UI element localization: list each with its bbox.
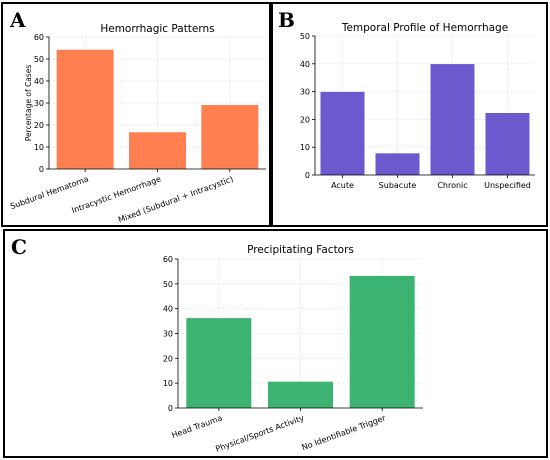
x-tick-label: Physical/Sports Activity <box>214 413 305 453</box>
x-tick-label: Chronic <box>437 181 467 190</box>
bar-subdural-hematoma <box>56 49 114 170</box>
bar-chronic <box>430 64 475 175</box>
y-tick-label: 30 <box>300 88 310 97</box>
bar-no-identifiable-trigger <box>349 275 415 408</box>
y-tick-label: 20 <box>163 354 173 363</box>
chart-title: Hemorrhagic Patterns <box>100 23 214 35</box>
x-tick-label: Subacute <box>379 181 417 190</box>
y-tick-label: 50 <box>163 280 173 289</box>
y-tick-label: 20 <box>300 115 310 124</box>
y-tick-label: 0 <box>39 165 44 174</box>
x-tick-label: Acute <box>331 181 354 190</box>
y-tick-label: 40 <box>163 305 173 314</box>
chart-title: Temporal Profile of Hemorrhage <box>341 22 508 34</box>
chart-precipitating-factors: 0 10 20 30 40 50 60 Head TraumaPhysical/Sports … <box>163 244 423 454</box>
x-tick-label: Head Trauma <box>171 413 224 440</box>
panel-c: C 0 10 20 30 40 50 60 Head Trauma Physical/Sport… <box>3 229 548 458</box>
bar-physical-sports-activity <box>268 381 333 408</box>
y-tick-label: 30 <box>34 99 44 108</box>
y-tick-label: 40 <box>34 77 44 86</box>
y-tick-label: 50 <box>34 55 44 64</box>
bar-intracystic-hemorrhage <box>129 132 186 169</box>
panel-letter: B <box>278 8 295 32</box>
y-tick-label: 0 <box>168 404 173 413</box>
y-tick-label: 20 <box>34 121 44 130</box>
x-tick-label: Mixed (Subdural + Intracystic) <box>117 174 235 224</box>
panel-b: B 0 10 20 30 40 50 Acute Subacute Chronic Unspeci… <box>271 2 548 227</box>
y-tick-label: 50 <box>300 32 310 41</box>
y-axis-label: Percentage of Cases <box>24 65 33 142</box>
y-tick-label: 0 <box>305 171 310 180</box>
panel-letter: C <box>11 235 27 259</box>
y-tick-label: 40 <box>300 60 310 69</box>
y-tick-label: 60 <box>163 255 173 264</box>
chart-title: Precipitating Factors <box>247 244 354 256</box>
panel-a: A 0 10 20 30 40 50 60 Subdural Hematoma Intracys… <box>1 2 271 227</box>
y-tick-label: 10 <box>300 143 310 152</box>
chart-temporal-profile: 0 10 20 30 40 50 Acute Subacute Chronic Unspecifi… <box>300 22 535 190</box>
bar-unspecified <box>485 113 530 175</box>
bar-head-trauma <box>186 318 252 408</box>
y-tick-label: 60 <box>34 33 44 42</box>
x-tick-label: No Identifiable Trigger <box>301 413 388 452</box>
bar-mixed-subdural-intracystic <box>201 104 259 169</box>
x-tick-label: Unspecified <box>484 181 531 190</box>
y-tick-label: 10 <box>163 379 173 388</box>
bar-subacute <box>375 153 420 175</box>
y-tick-label: 30 <box>163 330 173 339</box>
bar-acute <box>320 91 365 175</box>
y-tick-label: 10 <box>34 143 44 152</box>
panel-letter: A <box>10 8 26 32</box>
